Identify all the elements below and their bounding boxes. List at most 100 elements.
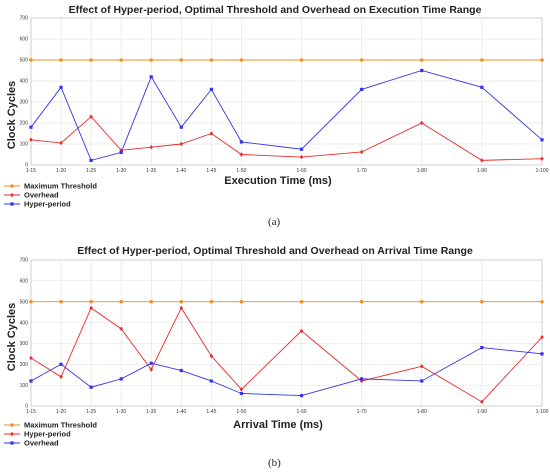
data-point bbox=[359, 58, 364, 62]
y-tick-label: 0 bbox=[25, 163, 28, 169]
x-tick-label: 1-80 bbox=[417, 168, 427, 174]
x-tick-label: 1-45 bbox=[206, 168, 216, 174]
y-tick-label: 400 bbox=[20, 79, 29, 85]
legend-label: Maximum Threshold bbox=[24, 421, 97, 430]
x-tick-label: 1-40 bbox=[176, 409, 186, 415]
figure-caption-a: (a) bbox=[268, 216, 281, 228]
data-point bbox=[360, 87, 364, 91]
grid bbox=[30, 259, 543, 407]
y-tick-label: 500 bbox=[20, 58, 29, 64]
x-axis-label: Execution Time (ms) bbox=[224, 175, 332, 187]
y-axis-label: Clock Cycles bbox=[6, 303, 18, 371]
legend-item-overhead: Overhead bbox=[4, 439, 59, 448]
data-point bbox=[59, 140, 63, 146]
x-tick-label: 1-45 bbox=[206, 409, 216, 415]
y-tick-label: 100 bbox=[20, 383, 29, 389]
data-point bbox=[119, 150, 123, 154]
legend-label: Maximum Threshold bbox=[24, 182, 97, 191]
data-point bbox=[420, 300, 424, 304]
series-line bbox=[30, 307, 543, 403]
x-tick-label: 1-50 bbox=[236, 409, 246, 415]
legend-marker bbox=[10, 431, 14, 437]
data-point bbox=[89, 58, 93, 62]
data-point bbox=[420, 68, 424, 73]
data-point bbox=[360, 377, 364, 381]
data-point bbox=[179, 141, 184, 147]
x-axis: 1-15 1-20 1-25 1-30 1-35 1-40 1-45 1-50 1-60 1-70… bbox=[26, 168, 549, 174]
data-point bbox=[89, 305, 93, 311]
data-point bbox=[209, 87, 213, 91]
data-point bbox=[299, 328, 304, 334]
series-line bbox=[30, 70, 543, 161]
data-point bbox=[59, 362, 63, 366]
data-point bbox=[480, 85, 484, 89]
legend-item-overhead: Overhead bbox=[4, 191, 59, 200]
series-overhead bbox=[29, 346, 544, 398]
legend-label: Overhead bbox=[24, 191, 59, 200]
legend-marker bbox=[10, 202, 14, 206]
series-maximum-threshold bbox=[29, 58, 544, 62]
data-point bbox=[89, 114, 93, 119]
data-point bbox=[89, 300, 93, 304]
y-tick-label: 500 bbox=[20, 299, 29, 305]
x-tick-label: 1-60 bbox=[297, 168, 307, 174]
series-line bbox=[30, 347, 543, 397]
data-point bbox=[59, 85, 63, 89]
y-tick-label: 200 bbox=[20, 121, 29, 127]
data-point bbox=[29, 300, 33, 304]
y-axis: 0 100 200 300 400 500 600 700 bbox=[20, 258, 29, 410]
x-tick-label: 1-100 bbox=[536, 168, 549, 174]
data-point bbox=[239, 58, 244, 62]
plot-frame bbox=[30, 259, 543, 407]
x-tick-label: 1-25 bbox=[86, 409, 96, 415]
x-tick-label: 1-70 bbox=[357, 168, 367, 174]
data-point bbox=[540, 300, 544, 304]
x-tick-label: 1-40 bbox=[176, 168, 186, 174]
x-axis: 1-15 1-20 1-25 1-30 1-35 1-40 1-45 1-50 1-60 1-70… bbox=[26, 409, 549, 415]
series-line bbox=[30, 116, 543, 161]
y-tick-label: 400 bbox=[20, 320, 29, 326]
x-tick-label: 1-30 bbox=[116, 409, 126, 415]
y-tick-label: 0 bbox=[25, 404, 28, 410]
x-tick-label: 1-70 bbox=[357, 409, 367, 415]
y-tick-label: 600 bbox=[20, 37, 29, 43]
data-point bbox=[239, 387, 244, 392]
data-point bbox=[299, 300, 304, 304]
data-point bbox=[540, 334, 544, 340]
data-point bbox=[119, 326, 123, 332]
legend-label: Hyper-period bbox=[24, 430, 71, 439]
data-point bbox=[89, 385, 93, 389]
data-point bbox=[299, 154, 304, 160]
data-point bbox=[149, 75, 153, 79]
data-point bbox=[179, 300, 183, 304]
legend-label: Hyper-period bbox=[24, 200, 71, 209]
x-tick-label: 1-25 bbox=[86, 168, 96, 174]
data-point bbox=[480, 158, 484, 163]
data-point bbox=[59, 374, 63, 379]
data-point bbox=[179, 125, 183, 129]
x-tick-label: 1-35 bbox=[146, 168, 156, 174]
data-point bbox=[119, 377, 123, 381]
data-point bbox=[540, 352, 544, 356]
x-axis-label: Arrival Time (ms) bbox=[233, 419, 323, 431]
legend-item-maximum-threshold: Maximum Threshold bbox=[4, 182, 97, 191]
legend-item-hyper-period: Hyper-period bbox=[4, 430, 71, 439]
series-overhead bbox=[29, 114, 544, 163]
data-point bbox=[149, 367, 154, 372]
data-point bbox=[359, 300, 364, 304]
x-tick-label: 1-80 bbox=[417, 409, 427, 415]
x-tick-label: 1-15 bbox=[26, 168, 36, 174]
data-point bbox=[359, 149, 364, 155]
data-point bbox=[119, 58, 123, 62]
x-tick-label: 1-90 bbox=[477, 168, 487, 174]
y-tick-label: 700 bbox=[20, 16, 29, 22]
x-tick-label: 1-20 bbox=[56, 168, 66, 174]
y-tick-label: 300 bbox=[20, 341, 29, 347]
data-point bbox=[299, 58, 304, 62]
figure-caption-b: (b) bbox=[268, 457, 281, 469]
legend-marker bbox=[10, 192, 14, 198]
data-point bbox=[29, 379, 33, 383]
y-axis: 0 100 200 300 400 500 600 700 bbox=[20, 16, 29, 169]
data-point bbox=[209, 131, 214, 136]
